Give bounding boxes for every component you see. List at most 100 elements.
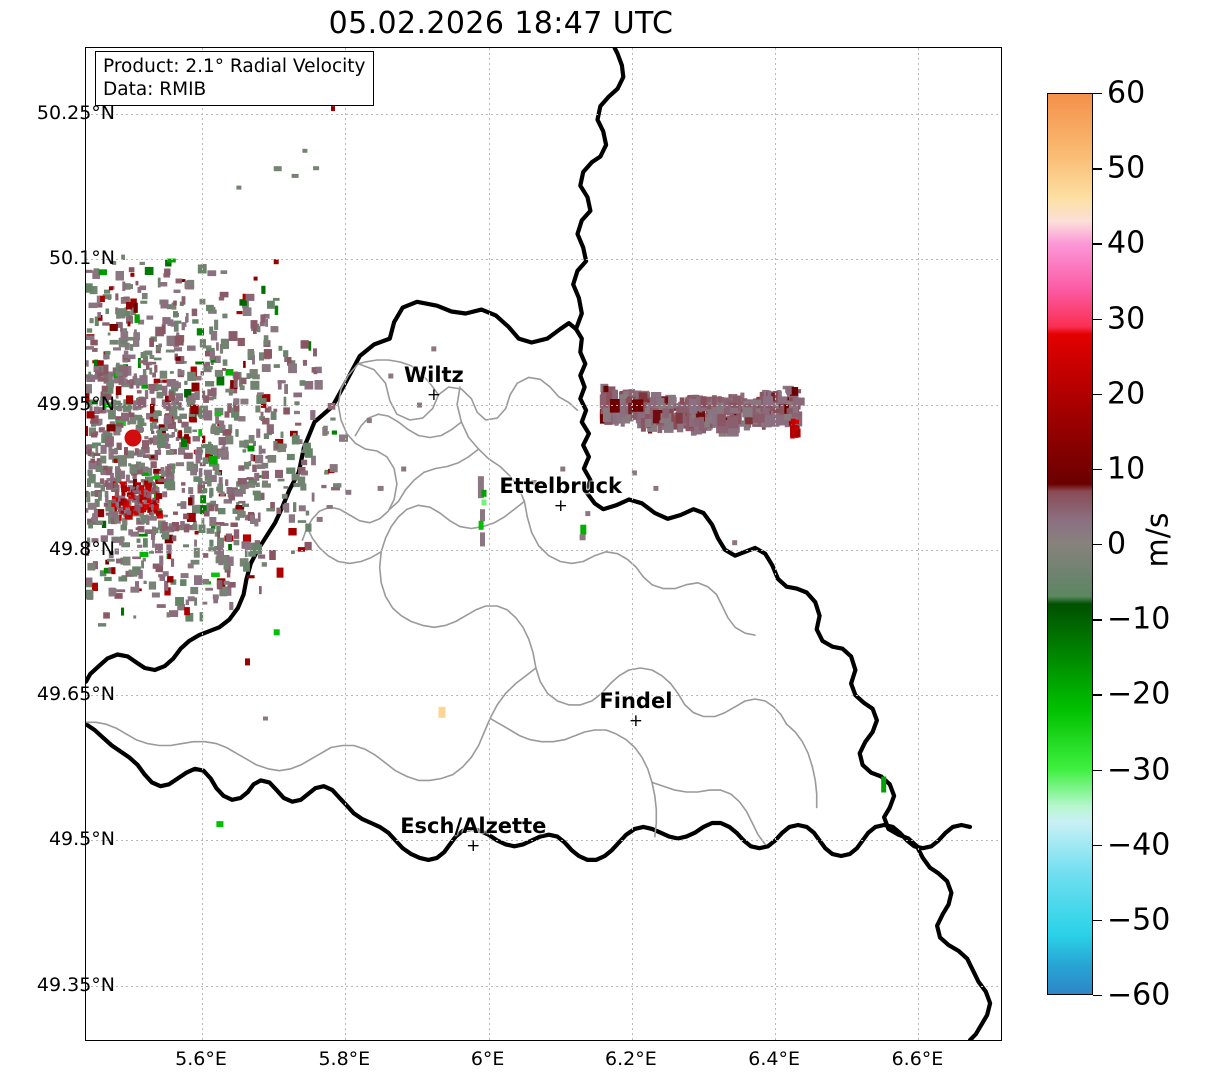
radar-echo-cell — [261, 398, 267, 404]
colorbar-tick-label: −40 — [1107, 827, 1171, 863]
gridline-horizontal — [86, 985, 1001, 987]
radar-echo-cell — [143, 454, 151, 458]
radar-echo-cell — [796, 426, 800, 437]
radar-echo-cell — [148, 512, 153, 516]
radar-echo-cell — [133, 478, 137, 487]
radar-echo-cell — [253, 454, 256, 462]
x-axis-tick-label: 5.8°E — [318, 1048, 371, 1070]
radar-echo-cell — [253, 327, 257, 334]
radar-echo-cell — [300, 483, 307, 491]
radar-echo-cell — [198, 524, 206, 533]
radar-echo-cell — [115, 293, 119, 301]
radar-echo-cell — [94, 302, 103, 308]
radar-echo-cell — [233, 398, 240, 405]
radar-echo-cell — [166, 335, 175, 346]
radar-echo-cell — [263, 313, 270, 319]
radar-echo-cell — [531, 480, 537, 486]
gridline-vertical — [488, 48, 490, 1040]
radar-echo-cell — [273, 364, 280, 368]
radar-echo-cell — [291, 474, 300, 481]
radar-echo-cell — [239, 385, 245, 391]
radar-echo-cell — [147, 507, 153, 513]
radar-echo-cell — [183, 452, 193, 459]
radar-echo-cell — [107, 558, 115, 562]
radar-echo-cell — [156, 513, 163, 519]
radar-echo-cell — [166, 434, 174, 438]
radar-echo-cell — [345, 489, 352, 495]
radar-echo-cell — [250, 454, 254, 462]
radar-echo-cell — [188, 497, 193, 506]
radar-echo-cell — [181, 322, 185, 331]
radar-echo-cell — [149, 516, 157, 521]
radar-echo-cell — [295, 422, 302, 426]
radar-echo-cell — [86, 360, 89, 367]
radar-echo-cell — [242, 398, 249, 405]
radar-echo-cell — [239, 299, 247, 306]
radar-echo-cell — [165, 443, 171, 449]
border-line — [86, 470, 301, 684]
radar-echo-cell — [184, 280, 190, 289]
radar-echo-cell — [134, 329, 137, 338]
radar-echo-cell — [180, 573, 189, 579]
colorbar-tick-label: 40 — [1107, 225, 1146, 261]
radar-echo-cell — [123, 513, 126, 517]
radar-echo-cell — [112, 511, 119, 518]
radar-echo-cell — [242, 503, 249, 507]
radar-echo-cell — [115, 386, 122, 395]
radar-echo-cell — [580, 524, 587, 535]
radar-echo-cell — [194, 597, 198, 606]
radar-echo-cell — [191, 382, 200, 392]
radar-echo-cell — [791, 412, 802, 418]
radar-echo-cell — [155, 565, 163, 573]
radar-echo-cell — [214, 503, 219, 512]
radar-echo-cell — [786, 386, 792, 395]
radar-echo-cell — [160, 299, 169, 309]
radar-echo-cell — [661, 396, 669, 410]
radar-echo-cell — [313, 166, 320, 171]
radar-echo-cell — [157, 478, 167, 482]
city-label-wiltz: Wiltz + — [404, 364, 464, 404]
radar-echo-cell — [258, 492, 265, 500]
border-line — [357, 363, 579, 421]
radar-echo-cell — [163, 514, 168, 518]
radar-echo-cell — [206, 304, 214, 312]
radar-echo-cell — [111, 399, 117, 408]
x-axis-tick-label: 6.6°E — [891, 1048, 944, 1070]
radar-echo-cell — [143, 499, 150, 505]
radar-echo-cell — [163, 405, 167, 409]
x-axis-tick-label: 6.4°E — [748, 1048, 801, 1070]
radar-echo-cell — [125, 474, 130, 482]
radar-echo-cell — [125, 365, 132, 376]
radar-echo-cell — [155, 510, 163, 516]
radar-echo-cell — [688, 394, 700, 399]
radar-echo-cell — [167, 319, 174, 326]
radar-echo-cell — [180, 501, 187, 509]
radar-echo-cell — [647, 419, 657, 432]
radar-echo-cell — [129, 412, 135, 418]
radar-echo-cell — [208, 547, 216, 552]
radar-echo-cell — [124, 447, 128, 456]
radar-echo-cell — [122, 376, 126, 380]
radar-echo-cell — [236, 185, 242, 190]
radar-echo-cell — [140, 503, 143, 508]
colorbar-tick-mark — [1093, 168, 1102, 170]
radar-echo-cell — [184, 389, 192, 398]
radar-echo-cell — [144, 350, 153, 356]
radar-echo-cell — [233, 404, 240, 412]
radar-echo-cell — [149, 337, 154, 347]
radar-echo-cell — [153, 527, 159, 534]
radar-echo-cell — [97, 360, 104, 366]
radar-echo-cell — [323, 425, 328, 431]
radar-echo-cell — [140, 352, 147, 359]
radar-echo-cell — [188, 487, 194, 494]
radar-echo-cell — [220, 491, 225, 496]
radar-echo-cell — [238, 465, 245, 471]
radar-echo-cell — [261, 470, 269, 479]
radar-echo-cell — [602, 407, 612, 422]
radar-echo-cell — [214, 369, 223, 377]
radar-echo-cell — [131, 495, 141, 503]
radar-echo-cell — [221, 555, 227, 564]
radar-echo-cell — [105, 502, 114, 512]
radar-echo-cell — [725, 404, 733, 416]
radar-echo-cell — [218, 450, 227, 458]
